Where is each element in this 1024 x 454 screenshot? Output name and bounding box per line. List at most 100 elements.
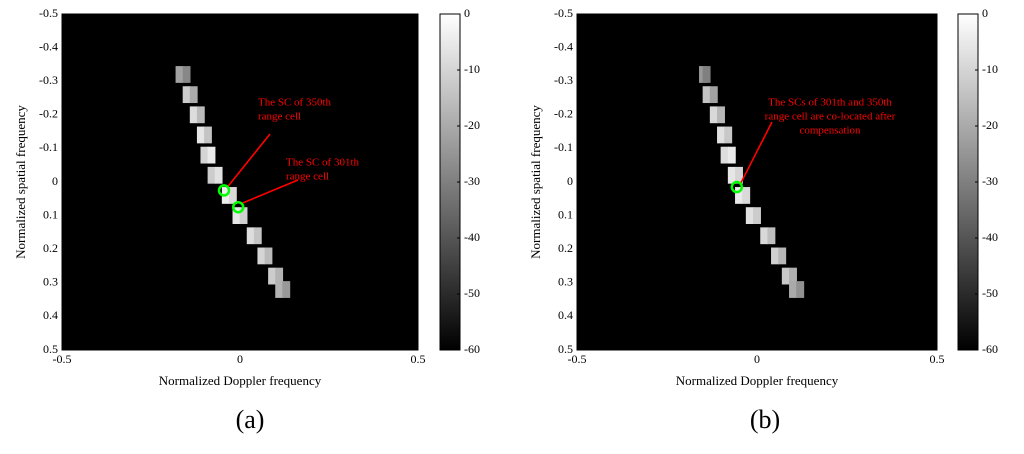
heatmap-cell <box>796 281 805 298</box>
heatmap-cell <box>232 207 241 224</box>
colorbar-tick-label: -10 <box>982 62 998 76</box>
colorbar-tick-label: -20 <box>464 118 480 132</box>
x-axis-label: Normalized Doppler frequency <box>159 373 322 388</box>
colorbar-tick-label: 0 <box>464 6 470 20</box>
heatmap-cell <box>196 106 205 124</box>
annotation-arrow <box>740 121 773 184</box>
colorbar-tick-label: -50 <box>464 286 480 300</box>
heatmap-cell <box>724 126 733 144</box>
y-tick-label: 0.1 <box>43 207 58 221</box>
x-axis-label: Normalized Doppler frequency <box>676 373 839 388</box>
y-tick-label: 0.1 <box>558 207 573 221</box>
heatmap-cell <box>702 66 711 83</box>
annotation: range cell <box>258 111 301 123</box>
heatmap-cell <box>717 126 725 144</box>
x-tick-label: 0 <box>237 352 243 366</box>
heatmap-cell <box>735 166 743 184</box>
colorbar-tick-label: -60 <box>982 342 998 356</box>
colorbar-tick-label: -30 <box>464 174 480 188</box>
y-axis-label: Normalized spatial frequency <box>13 105 28 259</box>
marker <box>231 200 245 214</box>
heatmap-cell <box>189 86 198 104</box>
x-tick-label: -0.5 <box>568 352 587 366</box>
y-tick-label: -0.3 <box>554 73 573 87</box>
heatmap-cell <box>182 86 191 104</box>
annotation: The SC of 350th <box>258 97 332 109</box>
heatmap-cell <box>760 227 769 245</box>
heatmap-cell <box>727 166 736 184</box>
heatmap-cell <box>264 247 273 265</box>
annotation-arrow <box>241 179 299 204</box>
heatmap-cell <box>789 281 797 298</box>
heatmap-cell <box>239 207 248 224</box>
annotation: range cell are co-located after <box>765 111 896 123</box>
y-tick-label: -0.5 <box>554 6 573 20</box>
heatmap-cell <box>709 106 718 124</box>
x-tick-label: 0 <box>754 352 760 366</box>
y-tick-label: -0.5 <box>39 6 58 20</box>
heatmap-cell <box>175 66 184 83</box>
x-tick-label: -0.5 <box>53 352 72 366</box>
heatmap-cell <box>709 86 718 104</box>
heatmap-cell <box>204 126 212 144</box>
heatmap-cell <box>767 227 776 245</box>
heatmap-cell <box>727 146 736 164</box>
heatmap-cell <box>702 86 711 104</box>
annotation: range cell <box>286 171 329 183</box>
y-tick-label: 0.4 <box>558 308 573 322</box>
colorbar-tick-label: -60 <box>464 342 480 356</box>
marker <box>730 180 744 194</box>
y-tick-label: -0.4 <box>554 39 573 53</box>
y-tick-label: -0.2 <box>39 107 58 121</box>
y-tick-label: -0.1 <box>554 140 573 154</box>
x-tick-label: 0.5 <box>411 352 426 366</box>
heatmap-cell <box>214 166 223 184</box>
colorbar-tick-label: -30 <box>982 174 998 188</box>
heatmap-cell <box>207 146 216 164</box>
heatmap-cell <box>200 146 209 164</box>
colorbar-tick-label: -20 <box>982 118 998 132</box>
heatmap-cell <box>207 166 216 184</box>
y-tick-label: -0.3 <box>39 73 58 87</box>
annotation: The SCs of 301th and 350th <box>768 97 892 109</box>
y-tick-label: -0.2 <box>554 107 573 121</box>
annotation: The SC of 301th <box>286 157 360 169</box>
plot-background <box>577 14 937 350</box>
y-axis-label: Normalized spatial frequency <box>528 105 543 259</box>
caption: (b) <box>750 405 780 434</box>
colorbar-tick-label: 0 <box>982 6 988 20</box>
heatmap-cell <box>253 227 262 245</box>
y-tick-label: 0.2 <box>558 241 573 255</box>
heatmap-cell <box>275 281 284 298</box>
colorbar-tick-label: -40 <box>464 230 480 244</box>
heatmap-cell <box>268 267 276 285</box>
y-tick-label: 0 <box>52 174 58 188</box>
heatmap-cell <box>717 106 725 124</box>
heatmap-cell <box>282 281 291 298</box>
colorbar-tick-label: -50 <box>982 286 998 300</box>
annotation-arrow <box>227 133 271 187</box>
y-tick-label: 0.2 <box>43 241 58 255</box>
y-tick-label: 0.3 <box>558 275 573 289</box>
y-tick-label: 0.4 <box>43 308 58 322</box>
marker <box>217 184 231 197</box>
heatmap-cell <box>189 106 198 124</box>
caption: (a) <box>236 405 265 434</box>
colorbar-tick-label: -10 <box>464 62 480 76</box>
heatmap-cell <box>789 267 797 285</box>
y-tick-label: -0.1 <box>39 140 58 154</box>
x-tick-label: 0.5 <box>930 352 945 366</box>
colorbar-tick-label: -40 <box>982 230 998 244</box>
y-tick-label: 0.3 <box>43 275 58 289</box>
heatmap-cell <box>196 126 205 144</box>
plot-background <box>62 14 418 350</box>
heatmap-cell <box>246 227 255 245</box>
heatmap-cell <box>781 267 790 285</box>
heatmap-cell <box>742 187 751 204</box>
heatmap-cell <box>753 207 761 224</box>
y-tick-label: 0 <box>567 174 573 188</box>
y-tick-label: 0.5 <box>558 342 573 356</box>
heatmap-cell <box>257 247 266 265</box>
heatmap-cell <box>745 207 754 224</box>
